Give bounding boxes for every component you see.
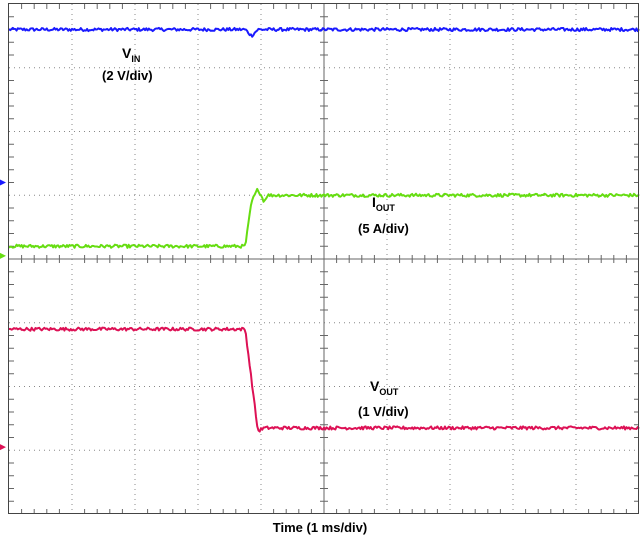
vin-label-sub: IN xyxy=(131,54,140,64)
vin-label-main: V xyxy=(122,45,132,61)
traces xyxy=(8,26,640,433)
vout-label-main: V xyxy=(370,378,380,394)
iout-label-main: I xyxy=(372,194,376,210)
vin-scale-label: (2 V/div) xyxy=(102,68,153,83)
ground-marker-icon xyxy=(0,179,6,186)
vout-label-sub: OUT xyxy=(379,387,399,397)
vin-label: VIN xyxy=(122,45,140,64)
x-axis-label: Time (1 ms/div) xyxy=(272,520,368,535)
oscilloscope-plot: VIN (2 V/div) IOUT (5 A/div) VOUT (1 V/d… xyxy=(0,0,640,520)
iout-label: IOUT xyxy=(372,194,395,213)
plot-background xyxy=(0,0,640,520)
trace-v-in xyxy=(8,26,640,38)
plot-frame xyxy=(8,3,639,514)
ground-marker-icon xyxy=(0,444,6,451)
iout-scale-label: (5 A/div) xyxy=(358,221,409,236)
trace-i-out xyxy=(8,187,640,249)
ground-markers xyxy=(0,179,6,451)
vout-label: VOUT xyxy=(370,378,399,397)
vout-scale-label: (1 V/div) xyxy=(358,404,409,419)
iout-label-sub: OUT xyxy=(376,203,396,213)
trace-v-out xyxy=(8,326,640,433)
ground-marker-icon xyxy=(0,252,6,259)
